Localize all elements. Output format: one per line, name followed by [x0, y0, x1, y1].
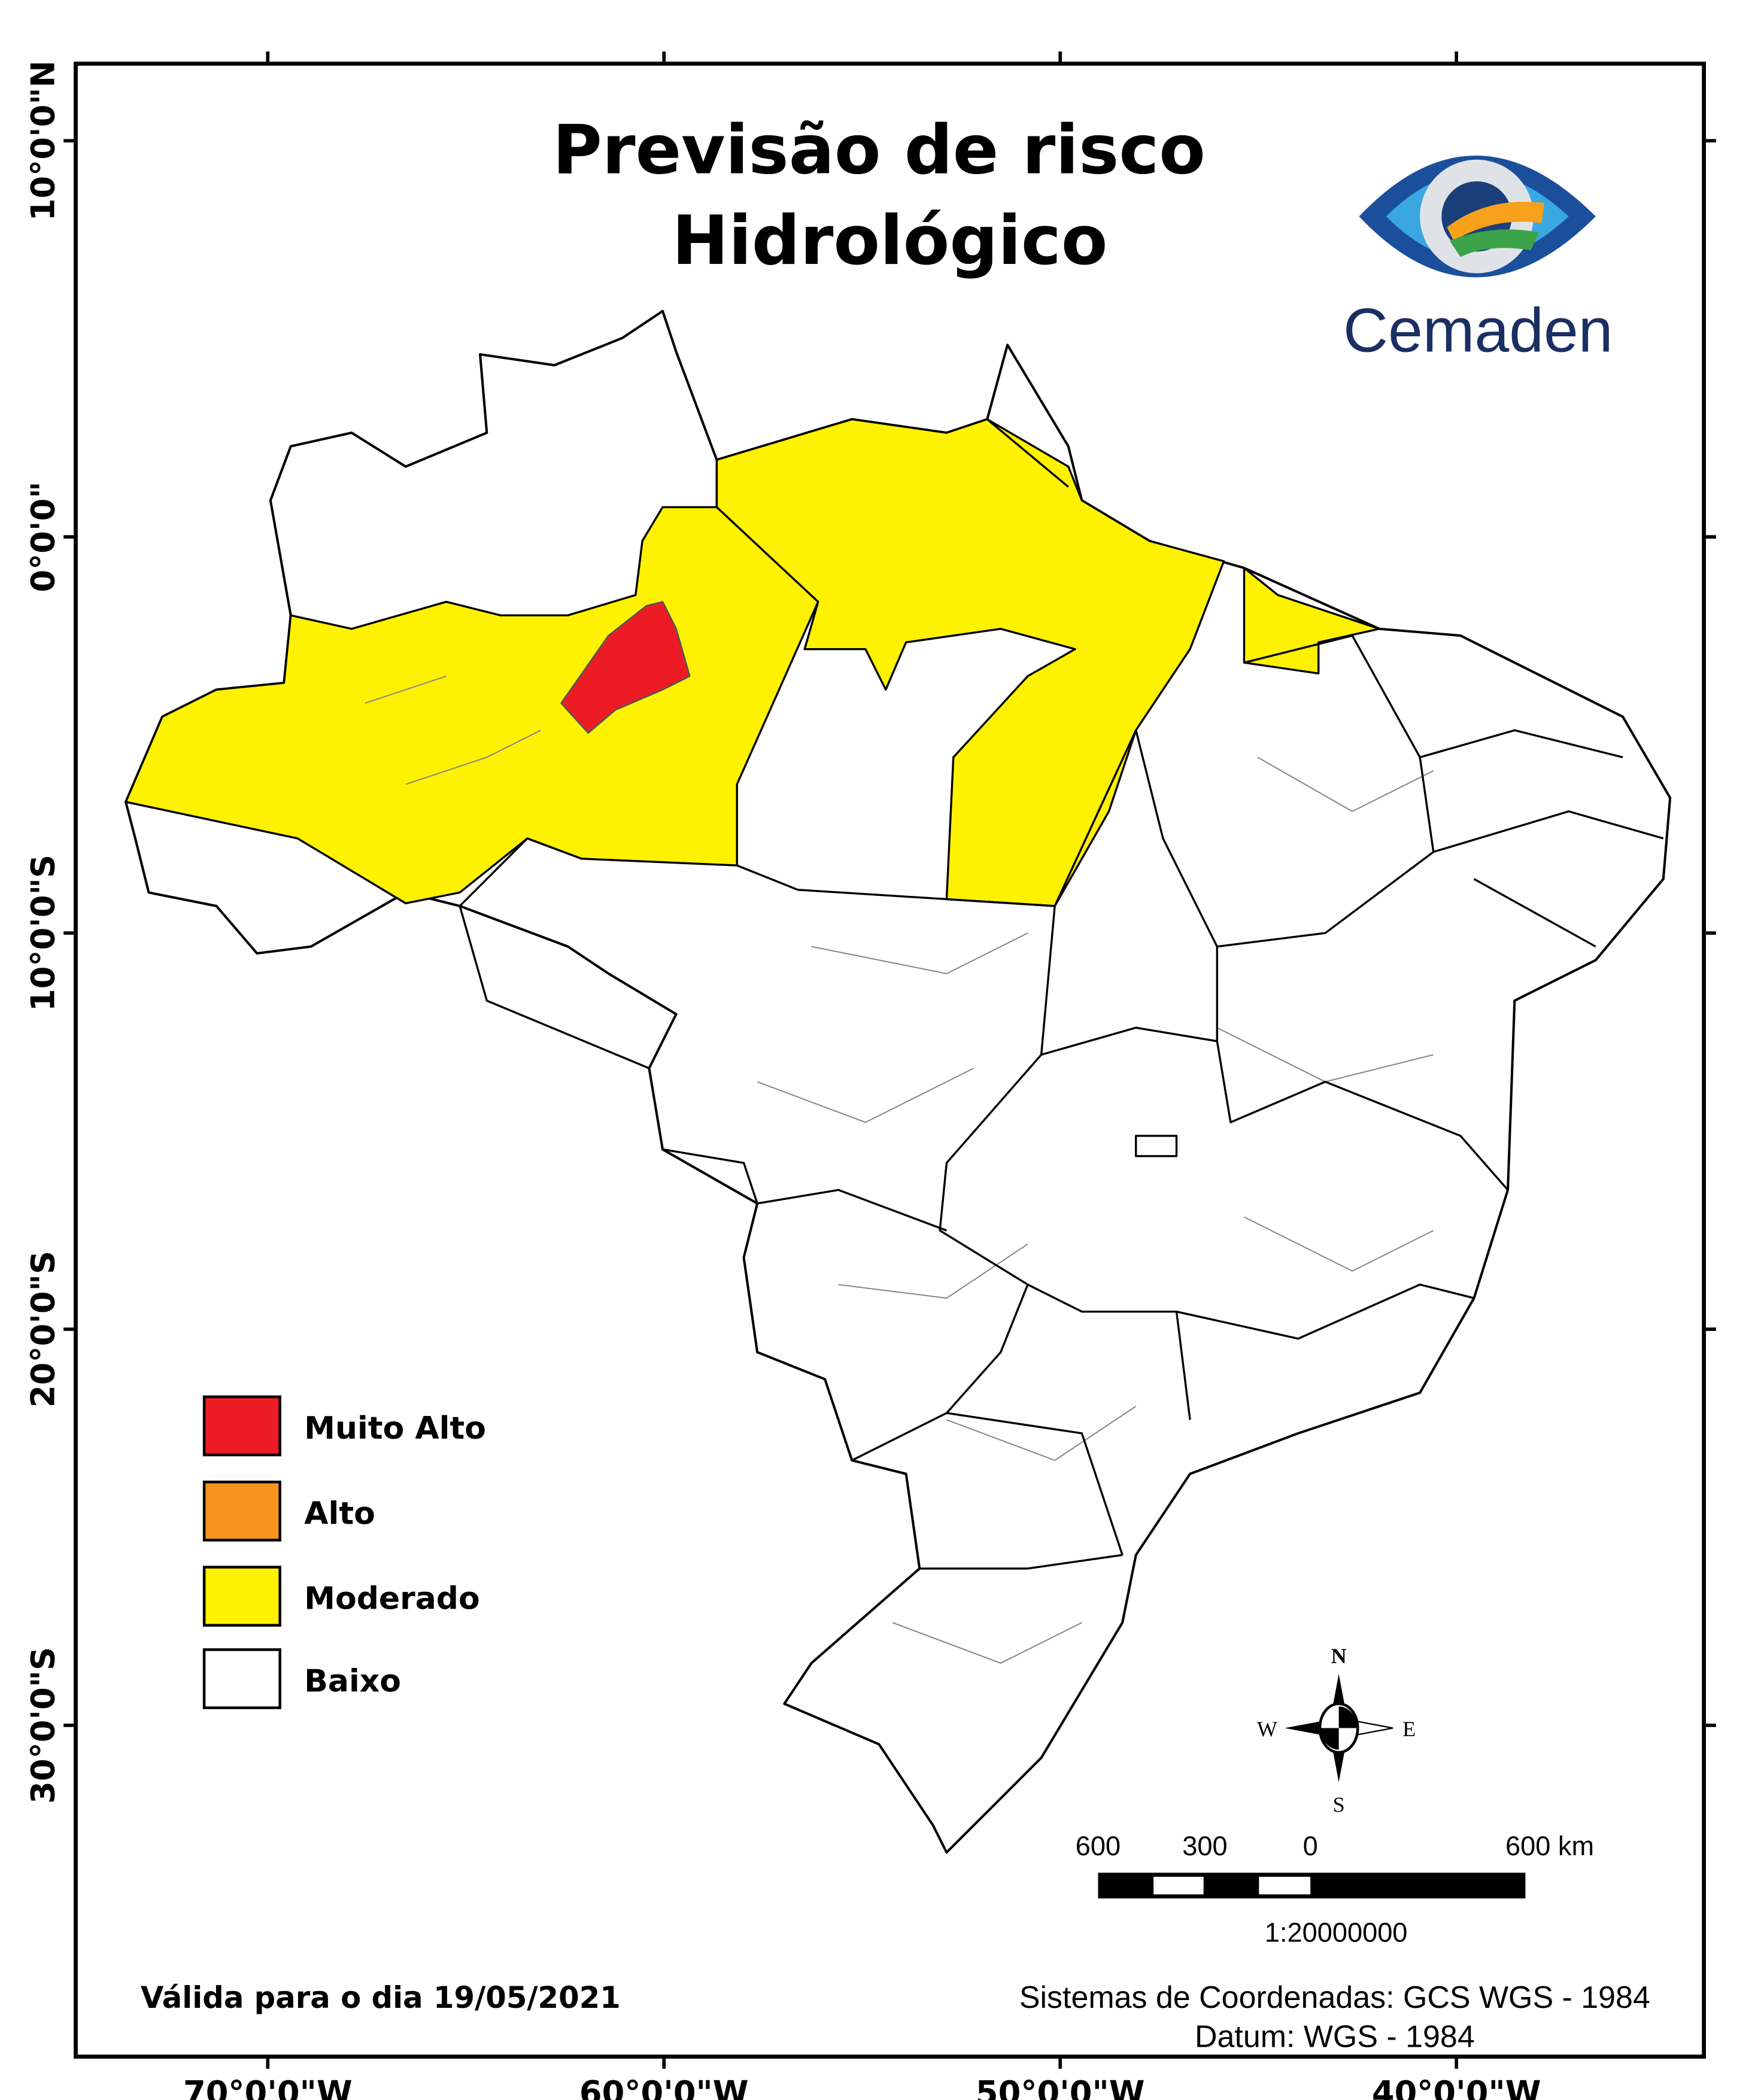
- legend-label: Alto: [304, 1496, 375, 1531]
- legend-label: Baixo: [304, 1664, 401, 1700]
- scale-bar: 600 300 0 600 km 1:20000000: [1076, 1831, 1594, 1948]
- legend: Muito Alto Alto Moderado Baixo: [202, 1395, 486, 1709]
- legend-label: Muito Alto: [304, 1411, 486, 1446]
- scale-label: 600: [1076, 1831, 1121, 1861]
- lat-label: 10°0'0"S: [24, 855, 62, 1011]
- datum: Datum: WGS - 1984: [1195, 2020, 1475, 2055]
- graticule-ticks: [63, 51, 1716, 2069]
- legend-swatch-muito-alto: [202, 1395, 281, 1457]
- lon-label: 70°0'0"W: [183, 2074, 353, 2100]
- compass-w: W: [1257, 1717, 1278, 1741]
- latitude-labels: 10°0'0"N 0°0'0" 10°0'0"S 20°0'0"S 30°0'0…: [24, 60, 62, 1804]
- coordinate-system: Sistemas de Coordenadas: GCS WGS - 1984: [1019, 1980, 1650, 2015]
- lat-label: 0°0'0": [24, 482, 62, 592]
- lat-label: 10°0'0"N: [24, 60, 62, 221]
- lat-label: 30°0'0"S: [24, 1647, 62, 1804]
- region-muito-alto: [560, 601, 691, 734]
- compass-rose-icon: N S W E: [1257, 1644, 1416, 1817]
- legend-swatch-baixo: [202, 1648, 281, 1709]
- lon-label: 40°0'0"W: [1372, 2074, 1541, 2100]
- compass-n: N: [1331, 1644, 1347, 1668]
- title-line1: Previsão de risco: [552, 110, 1206, 189]
- scale-label: 600 km: [1505, 1831, 1594, 1861]
- lat-label: 20°0'0"S: [24, 1251, 62, 1408]
- valid-date: Válida para o dia 19/05/2021: [141, 1980, 621, 2015]
- brazil-map: [125, 309, 1672, 1854]
- longitude-labels: 70°0'0"W 60°0'0"W 50°0'0"W 40°0'0"W: [183, 2074, 1541, 2100]
- legend-swatch-alto: [202, 1481, 281, 1542]
- compass-s: S: [1333, 1793, 1345, 1817]
- region-moderado: [1243, 567, 1381, 674]
- scale-ratio: 1:20000000: [1265, 1917, 1408, 1947]
- scale-label: 300: [1182, 1831, 1227, 1861]
- legend-swatch-moderado: [202, 1566, 281, 1627]
- lon-label: 50°0'0"W: [976, 2074, 1145, 2100]
- legend-label: Moderado: [304, 1581, 479, 1617]
- cemaden-logo: Cemaden: [1343, 156, 1613, 366]
- compass-e: E: [1402, 1717, 1416, 1741]
- logo-text: Cemaden: [1343, 296, 1613, 366]
- scale-label: 0: [1303, 1831, 1318, 1861]
- region-moderado: [715, 418, 1225, 907]
- state-boundaries: [459, 418, 1664, 1570]
- title-line2: Hidrológico: [672, 201, 1108, 280]
- lon-label: 60°0'0"W: [579, 2074, 749, 2100]
